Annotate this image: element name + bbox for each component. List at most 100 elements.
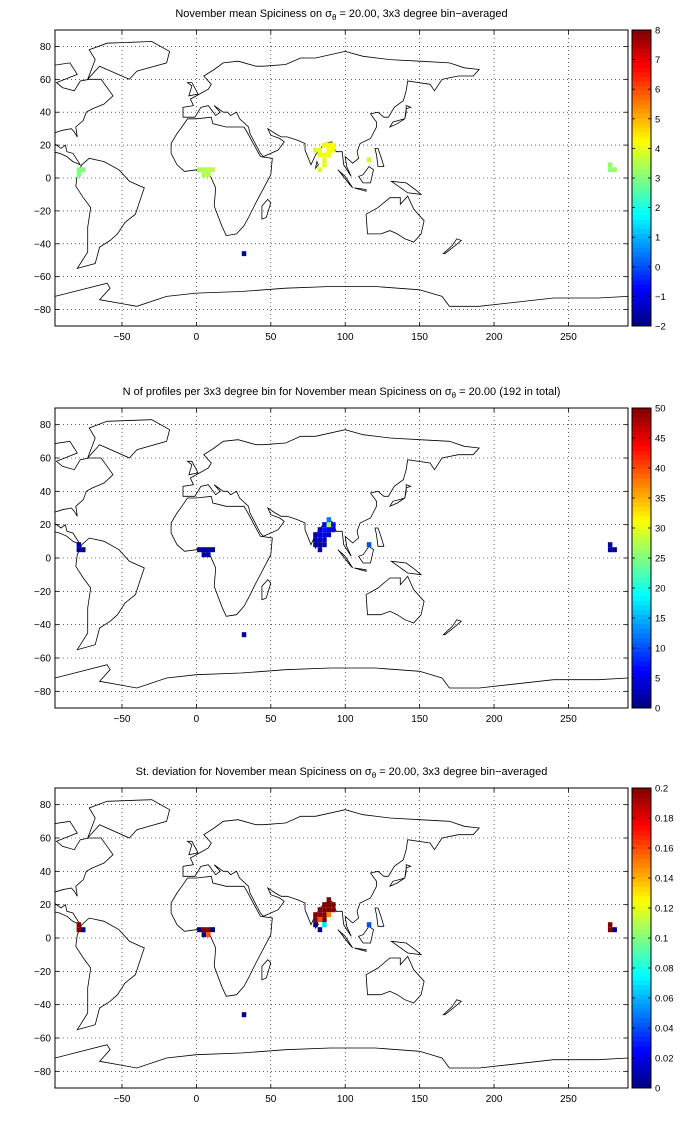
- coastline: [261, 198, 272, 220]
- colorbar-step: [632, 173, 651, 179]
- colorbar-step: [632, 844, 651, 850]
- data-cell: [241, 251, 247, 257]
- coastline: [365, 195, 425, 243]
- data-cell: [317, 537, 323, 543]
- colorbar-step: [632, 256, 651, 262]
- colorbar-tick-label: −1: [655, 292, 666, 303]
- coastline: [442, 619, 463, 636]
- colorbar-step: [632, 628, 651, 634]
- colorbar-tick-label: 0: [655, 704, 660, 715]
- coastline: [354, 187, 367, 192]
- y-tick-label: −20: [34, 206, 51, 217]
- coastline: [374, 527, 385, 547]
- coastline: [55, 62, 114, 166]
- colorbar-tick-label: 5: [655, 674, 660, 685]
- colorbar-step: [632, 159, 651, 165]
- y-tick-label: −80: [34, 305, 51, 316]
- data-cell: [201, 547, 207, 553]
- colorbar-step: [632, 1059, 651, 1065]
- coastline: [186, 460, 199, 476]
- colorbar-step: [632, 252, 651, 258]
- data-cell: [366, 157, 372, 163]
- y-tick-label: 20: [40, 900, 52, 911]
- colorbar-step: [632, 1036, 651, 1042]
- x-tick-label: −50: [113, 714, 130, 725]
- colorbar-tick-label: 0.18: [655, 814, 674, 825]
- colorbar-step: [632, 85, 651, 91]
- colorbar-step: [632, 1073, 651, 1080]
- y-tick-label: 20: [40, 141, 52, 152]
- colorbar-step: [632, 848, 651, 855]
- data-cell: [322, 157, 327, 163]
- x-tick-label: 100: [337, 1094, 354, 1105]
- colorbar-step: [632, 270, 651, 276]
- data-cell: [206, 552, 211, 558]
- colorbar-step: [632, 553, 651, 559]
- colorbar-step: [632, 136, 651, 142]
- colorbar-tick-label: 15: [655, 614, 666, 625]
- grid: [55, 30, 628, 326]
- colorbar-step: [632, 952, 651, 958]
- colorbar-step: [632, 426, 651, 432]
- y-tick-label: −60: [34, 654, 51, 665]
- colorbar-step: [632, 881, 651, 887]
- colorbar-step: [632, 834, 651, 840]
- y-tick-label: −80: [34, 1067, 51, 1078]
- colorbar-step: [632, 48, 651, 54]
- data-cell: [331, 527, 336, 533]
- data-cell: [201, 932, 207, 938]
- data-cell: [313, 542, 318, 548]
- data-cell: [317, 152, 323, 158]
- y-tick-label: 40: [40, 487, 52, 498]
- colorbar-step: [632, 219, 651, 225]
- data-cell: [612, 167, 617, 173]
- colorbar-step: [632, 57, 651, 63]
- colorbar-step: [632, 187, 651, 193]
- colorbar-step: [632, 825, 651, 831]
- x-tick-label: 150: [411, 332, 428, 343]
- data-cell: [206, 927, 211, 933]
- data-cell: [331, 522, 336, 528]
- coastline: [182, 429, 481, 557]
- colorbar-step: [632, 228, 651, 234]
- colorbar-step: [632, 586, 651, 592]
- data-cell: [322, 902, 327, 908]
- data-cell: [612, 927, 617, 933]
- colorbar-step: [632, 651, 651, 657]
- colorbar-step: [632, 548, 651, 554]
- y-tick-label: −60: [34, 1034, 51, 1045]
- colorbar-step: [632, 858, 651, 864]
- colorbar-step: [632, 970, 651, 976]
- colorbar-step: [632, 196, 651, 202]
- data-cell: [326, 517, 332, 523]
- colorbar-step: [632, 312, 651, 318]
- colorbar-step: [632, 637, 651, 643]
- colorbar-step: [632, 39, 651, 45]
- coastline: [55, 440, 114, 546]
- colorbar-step: [632, 867, 651, 873]
- colorbar-step: [632, 108, 651, 114]
- colorbar: 0 0.02 0.04 0.06 0.08 0.1 0.12 0.14 0.16 0.18 0.2: [631, 784, 674, 1095]
- y-tick-label: −60: [34, 272, 51, 283]
- colorbar-step: [632, 670, 651, 676]
- data-cell: [317, 907, 323, 913]
- data-cell: [317, 532, 323, 538]
- colorbar-step: [632, 1017, 651, 1023]
- colorbar-step: [632, 501, 651, 507]
- data-cell: [607, 922, 613, 928]
- colorbar-step: [632, 473, 651, 479]
- chart-title: N of profiles per 3x3 degree bin for Nov…: [123, 386, 561, 400]
- data-cell: [317, 912, 323, 918]
- colorbar-step: [632, 853, 651, 859]
- colorbar-step: [632, 534, 651, 540]
- colorbar-step: [632, 525, 651, 531]
- data-cell: [201, 927, 207, 933]
- colorbar-step: [632, 811, 651, 817]
- colorbar-step: [632, 1045, 651, 1051]
- colorbar-step: [632, 543, 651, 550]
- coastline: [75, 537, 145, 651]
- colorbar-step: [632, 233, 651, 239]
- data-cell: [326, 522, 332, 528]
- coastline: [186, 82, 199, 97]
- colorbar-step: [632, 914, 651, 920]
